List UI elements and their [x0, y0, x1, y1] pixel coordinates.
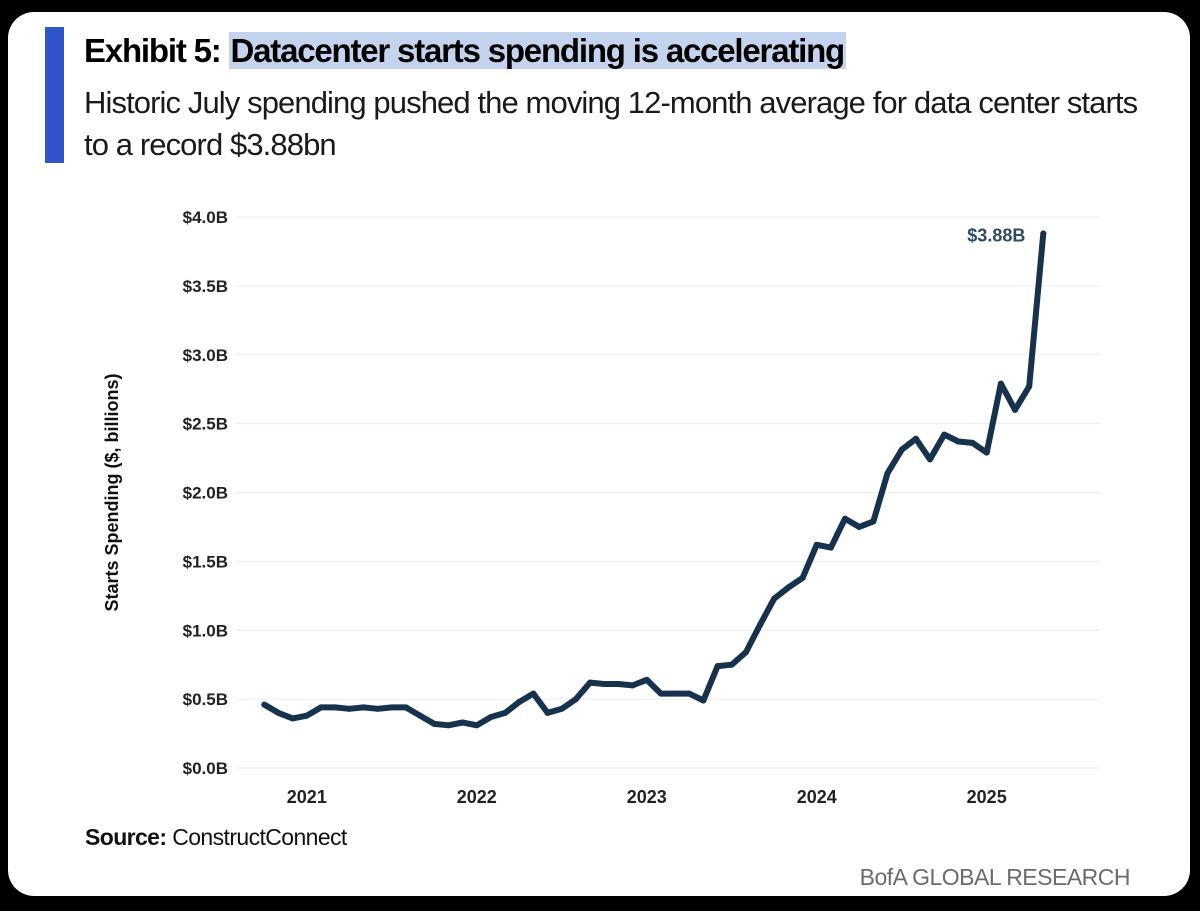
data-point [955, 438, 962, 445]
data-point [374, 705, 381, 712]
data-point [728, 661, 735, 668]
x-tick-label: 2021 [287, 787, 327, 807]
series-line [261, 230, 1047, 729]
data-point [275, 709, 282, 716]
source-value: ConstructConnect [172, 824, 347, 850]
data-point [983, 449, 990, 456]
data-point [572, 696, 579, 703]
exhibit-subtitle: Historic July spending pushed the moving… [84, 85, 1138, 162]
brand-label: BofA GLOBAL RESEARCH [859, 864, 1131, 890]
data-point [417, 712, 424, 719]
data-point [303, 712, 310, 719]
data-point [742, 649, 749, 656]
peak-annotation: $3.88B [967, 226, 1025, 246]
y-tick-label: $4.0B [183, 208, 228, 227]
data-point [289, 715, 296, 722]
line-chart: $0.0B $0.5B $1.0B $1.5B $2.0B $2.5B $3.0B $3.5B… [102, 208, 1100, 807]
y-tick-label: $0.0B [183, 759, 228, 778]
data-point [601, 680, 608, 687]
x-tick-label: 2022 [457, 787, 497, 807]
data-point [672, 690, 679, 697]
data-point [799, 574, 806, 581]
data-point [445, 722, 452, 729]
data-point [884, 470, 891, 477]
data-point [827, 544, 834, 551]
y-tick-label: $3.5B [183, 277, 228, 296]
data-point [1026, 383, 1033, 390]
data-point [487, 714, 494, 721]
data-point [785, 584, 792, 591]
data-point [643, 676, 650, 683]
data-point [757, 621, 764, 628]
title-prefix: Exhibit 5: [84, 32, 222, 69]
data-point [997, 380, 1004, 387]
data-point [346, 705, 353, 712]
data-point [502, 709, 509, 716]
data-point [388, 704, 395, 711]
data-point [1040, 230, 1047, 237]
data-point [473, 722, 480, 729]
data-point [587, 679, 594, 686]
data-point [714, 663, 721, 670]
data-point [360, 704, 367, 711]
data-point [700, 697, 707, 704]
data-point [941, 431, 948, 438]
data-point [431, 720, 438, 727]
data-point [615, 680, 622, 687]
data-point [870, 518, 877, 525]
data-point [629, 682, 636, 689]
data-point [912, 435, 919, 442]
data-point [898, 446, 905, 453]
data-point [686, 690, 693, 697]
y-tick-label: $3.0B [183, 346, 228, 365]
title-highlight: Datacenter starts spending is accelerati… [228, 32, 847, 69]
exhibit-card: Exhibit 5: Datacenter starts spending is… [8, 12, 1190, 896]
data-point [317, 704, 324, 711]
y-tick-label: $1.0B [183, 621, 228, 640]
x-tick-label: 2025 [967, 787, 1007, 807]
y-tick-label: $2.5B [183, 415, 228, 434]
data-point [332, 704, 339, 711]
data-point [530, 690, 537, 697]
data-point [516, 698, 523, 705]
source-note: Source: ConstructConnect [85, 824, 347, 851]
y-tick-label: $0.5B [183, 690, 228, 709]
data-point [842, 515, 849, 522]
y-axis-label: Starts Spending ($, billions) [102, 373, 122, 611]
data-point [261, 701, 268, 708]
source-label: Source: [85, 824, 167, 850]
data-point [544, 709, 551, 716]
x-tick-label: 2024 [797, 787, 837, 807]
data-point [459, 719, 466, 726]
exhibit-title: Exhibit 5: Datacenter starts spending is… [84, 32, 847, 70]
data-point [856, 523, 863, 530]
data-point [1012, 406, 1019, 413]
y-tick-label: $2.0B [183, 484, 228, 503]
data-point [657, 690, 664, 697]
data-point [927, 456, 934, 463]
x-tick-label: 2023 [627, 787, 667, 807]
data-point [402, 704, 409, 711]
y-tick-label: $1.5B [183, 552, 228, 571]
data-point [813, 541, 820, 548]
data-point [969, 439, 976, 446]
accent-bar [45, 27, 64, 163]
data-point [558, 705, 565, 712]
data-point [771, 595, 778, 602]
